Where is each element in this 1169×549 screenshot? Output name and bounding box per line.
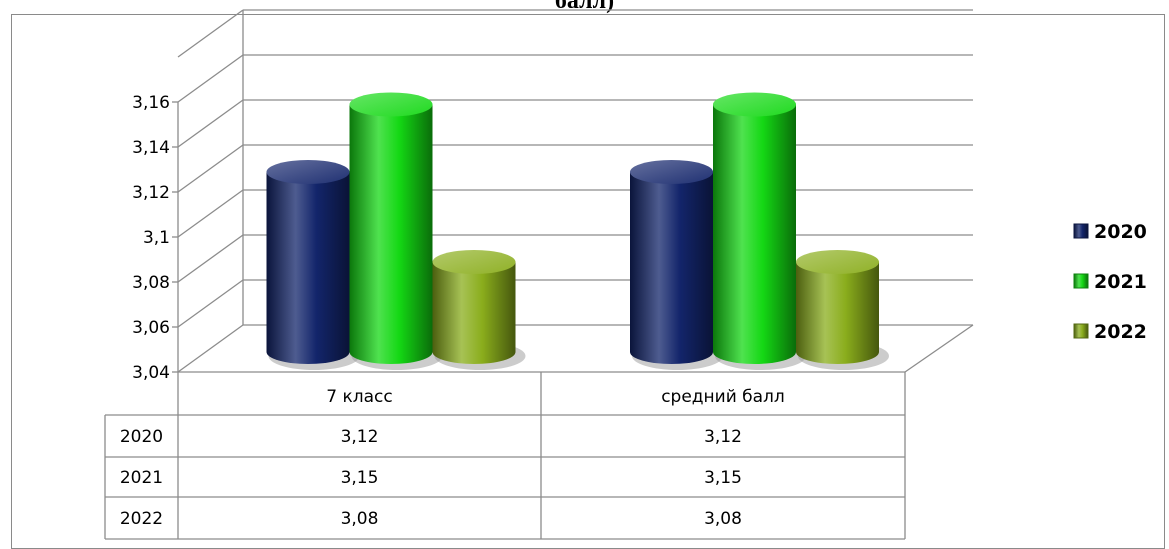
bar (713, 92, 806, 370)
bar-top (713, 92, 796, 117)
legend-label: 2021 (1094, 271, 1147, 293)
table-cell: 3,12 (341, 427, 379, 447)
table-header: 7 класс (326, 387, 392, 407)
legend-item: 2022 (1073, 321, 1147, 343)
bar-top (349, 92, 433, 117)
legend-label: 2020 (1094, 221, 1147, 243)
y-tick-label: 3,14 (132, 138, 170, 158)
gridline-diagonal (177, 324, 244, 373)
legend-swatch (1073, 273, 1089, 289)
table-cell: 3,08 (341, 509, 379, 529)
bar-body (796, 262, 879, 364)
bar-top (630, 160, 713, 184)
bar-body (713, 104, 796, 364)
legend-item: 2021 (1073, 271, 1147, 293)
table-cell: 3,15 (341, 468, 379, 488)
table-row-label: 2020 (120, 427, 163, 447)
legend-label: 2022 (1094, 321, 1147, 343)
table-row-label: 2022 (120, 509, 163, 529)
gridline-diagonal (177, 54, 244, 103)
bar (349, 92, 443, 370)
floor-right-edge (904, 324, 974, 373)
y-tick-label: 3,1 (143, 228, 170, 248)
table-cell: 3,08 (704, 509, 742, 529)
gridline-diagonal (177, 189, 244, 238)
y-tick-label: 3,06 (132, 318, 170, 338)
table-header: средний балл (661, 387, 785, 407)
y-tick-label: 3,08 (132, 273, 170, 293)
bar-body (432, 262, 516, 364)
y-tick-label: 3,12 (132, 183, 170, 203)
bar (796, 250, 889, 370)
table-row-label: 2021 (120, 468, 163, 488)
table-cell: 3,12 (704, 427, 742, 447)
gridline-diagonal (177, 144, 244, 193)
bars (266, 92, 889, 370)
y-tick-label: 3,16 (132, 93, 170, 113)
bar-top (432, 250, 516, 274)
table-cell: 3,15 (704, 468, 742, 488)
legend: 2020 2021 2022 (1073, 221, 1147, 343)
gridline-diagonal (177, 99, 244, 148)
bar-body (630, 172, 713, 364)
bar-body (349, 104, 433, 364)
legend-swatch (1073, 223, 1089, 239)
y-axis: 3,04 3,06 3,08 3,1 3,12 3,14 3,16 (132, 93, 179, 383)
gridline-diagonal (177, 279, 244, 328)
bar (432, 250, 526, 370)
gridline-diagonal (177, 234, 244, 283)
gridline-diagonal (177, 9, 244, 58)
bar-body (266, 172, 350, 364)
legend-swatch (1073, 323, 1089, 339)
legend-item: 2020 (1073, 221, 1147, 243)
bar-top (796, 250, 879, 274)
bar (630, 160, 723, 370)
y-tick-label: 3,04 (132, 363, 170, 383)
data-table: 7 класс средний балл 2020 3,12 3,12 2021 3,15 3… (104, 372, 906, 540)
bar-top (266, 160, 350, 184)
bar (266, 160, 360, 370)
